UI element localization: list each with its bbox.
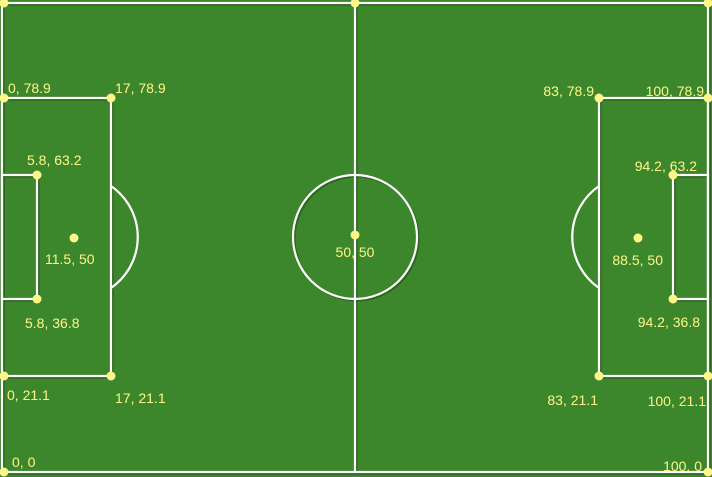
label-88-5-50: 88.5, 50	[612, 252, 663, 268]
right-goal-area	[671, 173, 710, 301]
marker-dot	[0, 93, 9, 103]
label-100-78-9: 100, 78.9	[646, 83, 705, 99]
marker-dot	[668, 294, 678, 304]
label-100-0: 100, 0	[663, 458, 702, 474]
right-penalty-arc	[571, 185, 600, 289]
label-83-21-1: 83, 21.1	[547, 392, 598, 408]
marker-dot	[703, 467, 712, 477]
marker-dot	[0, 371, 9, 381]
left-penalty-arc	[110, 185, 139, 289]
marker-dot	[594, 93, 604, 103]
marker-dot	[703, 0, 712, 8]
marker-dot	[350, 0, 360, 8]
label-11-5-50: 11.5, 50	[45, 251, 95, 267]
left-goal-area	[0, 173, 39, 301]
marker-dot	[0, 467, 9, 477]
label-94-2-63-2: 94.2, 63.2	[635, 158, 697, 174]
marker-dot	[703, 371, 712, 381]
marker-dot	[633, 233, 643, 243]
marker-dot	[32, 294, 42, 304]
label-17-21-1: 17, 21.1	[115, 390, 166, 406]
label-100-21-1: 100, 21.1	[648, 393, 707, 409]
label-50-50: 50, 50	[336, 244, 375, 260]
label-0-21-1: 0, 21.1	[7, 387, 50, 403]
label-0-0: 0, 0	[12, 454, 36, 470]
marker-dot	[32, 170, 42, 180]
marker-dot	[594, 371, 604, 381]
marker-dot	[703, 93, 712, 103]
marker-dot	[0, 0, 9, 8]
marker-dot	[350, 230, 360, 240]
coordinate-labels: 0, 0 100, 0 0, 78.9 17, 78.9 83, 78.9 10…	[7, 80, 706, 474]
label-5-8-36-8: 5.8, 36.8	[25, 315, 80, 331]
label-0-78-9: 0, 78.9	[8, 80, 51, 96]
label-83-78-9: 83, 78.9	[543, 83, 594, 99]
label-17-78-9: 17, 78.9	[115, 80, 166, 96]
marker-dot	[106, 371, 116, 381]
label-5-8-63-2: 5.8, 63.2	[27, 152, 82, 168]
marker-dot	[106, 93, 116, 103]
label-94-2-36-8: 94.2, 36.8	[638, 314, 700, 330]
marker-dot	[668, 170, 678, 180]
marker-dot	[69, 233, 79, 243]
center-circle	[291, 173, 419, 301]
